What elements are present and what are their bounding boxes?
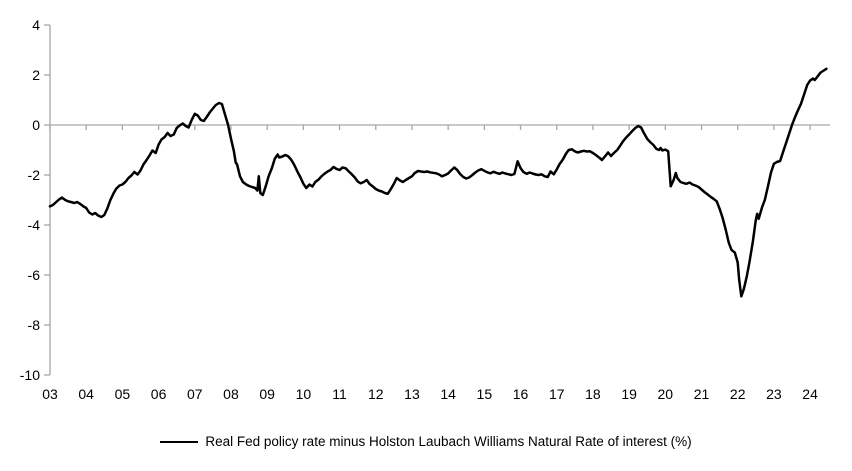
- y-tick-label: -8: [28, 317, 41, 333]
- legend-line-swatch: [160, 441, 199, 444]
- y-tick-label: -2: [28, 167, 41, 183]
- x-tick-label: 18: [585, 386, 601, 402]
- y-tick-label: 0: [32, 117, 40, 133]
- legend: Real Fed policy rate minus Holston Lauba…: [0, 434, 852, 450]
- y-tick-label: 4: [32, 17, 40, 33]
- x-tick-label: 20: [658, 386, 674, 402]
- x-tick-label: 16: [513, 386, 529, 402]
- x-tick-label: 08: [223, 386, 239, 402]
- x-tick-label: 11: [332, 386, 347, 402]
- x-tick-label: 07: [187, 386, 203, 402]
- axes-group: [49, 25, 830, 375]
- x-tick-label: 19: [621, 386, 637, 402]
- x-tick-label: 09: [259, 386, 275, 402]
- ticks-group: [44, 24, 811, 376]
- x-tick-label: 05: [115, 386, 131, 402]
- x-tick-label: 06: [151, 386, 167, 402]
- x-tick-label: 23: [766, 386, 782, 402]
- x-tick-label: 15: [477, 386, 493, 402]
- y-tick-label: -6: [28, 267, 41, 283]
- series-line-real-fed-policy-rate: [48, 67, 828, 298]
- x-tick-label: 04: [78, 386, 94, 402]
- legend-label: Real Fed policy rate minus Holston Lauba…: [205, 434, 692, 449]
- x-tick-label: 12: [368, 386, 384, 402]
- x-tick-label: 24: [802, 386, 818, 402]
- x-tick-label: 10: [296, 386, 312, 402]
- x-tick-label: 14: [440, 386, 456, 402]
- x-tick-label: 21: [694, 386, 710, 402]
- x-tick-label: 22: [730, 386, 746, 402]
- y-tick-label: -4: [28, 217, 41, 233]
- y-tick-label: -10: [20, 367, 40, 383]
- x-tick-label: 13: [404, 386, 420, 402]
- x-tick-label: 17: [549, 386, 565, 402]
- y-tick-label: 2: [32, 67, 40, 83]
- x-tick-label: 03: [42, 386, 58, 402]
- series-group: [48, 67, 828, 298]
